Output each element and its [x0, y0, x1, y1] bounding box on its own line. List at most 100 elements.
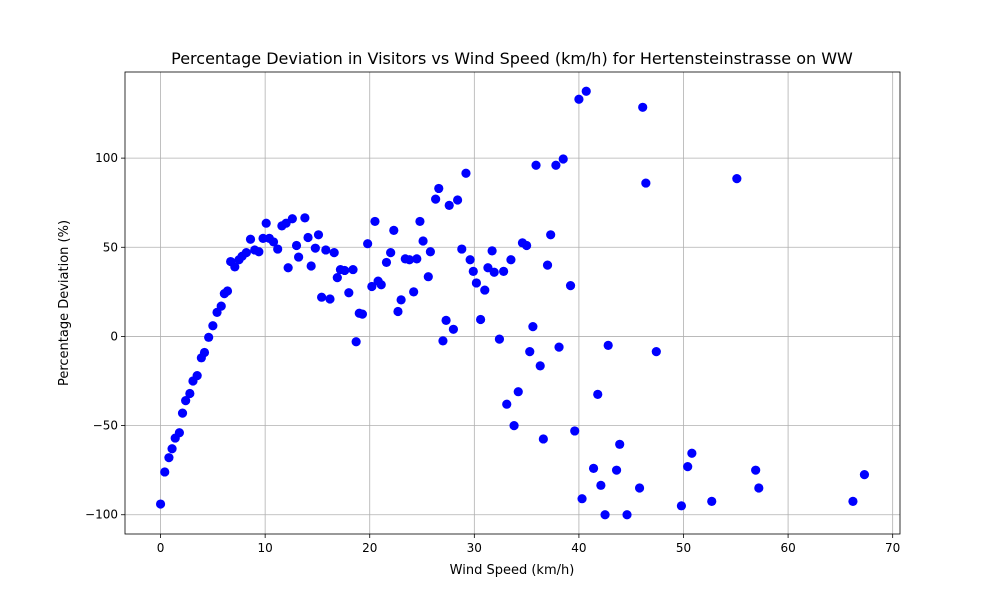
data-point	[554, 342, 564, 352]
data-point	[452, 195, 463, 205]
data-point	[577, 494, 587, 504]
data-point	[167, 444, 177, 454]
data-point	[565, 281, 576, 291]
data-point	[683, 461, 693, 472]
data-point	[241, 248, 251, 258]
x-tick-label: 60	[780, 541, 795, 555]
data-point	[732, 174, 742, 184]
data-point	[574, 94, 584, 104]
data-point	[622, 510, 632, 520]
data-point	[254, 247, 264, 257]
data-point	[425, 247, 435, 257]
x-tick-label: 10	[258, 541, 273, 555]
data-point	[294, 252, 304, 262]
data-point	[283, 263, 293, 273]
data-point	[160, 467, 170, 477]
data-point	[409, 287, 419, 297]
data-point	[546, 230, 556, 240]
data-point	[370, 216, 380, 227]
data-point	[513, 387, 523, 397]
data-point	[393, 306, 403, 317]
data-point	[418, 236, 428, 246]
data-point	[199, 347, 210, 358]
data-point	[848, 496, 858, 506]
data-point	[222, 286, 233, 296]
data-point	[487, 246, 497, 256]
data-point	[754, 483, 764, 493]
data-point	[310, 243, 320, 253]
data-point	[465, 255, 475, 265]
x-axis-label: Wind Speed (km/h)	[450, 563, 575, 578]
data-point	[687, 448, 697, 458]
data-point	[386, 248, 396, 258]
data-point	[638, 102, 648, 112]
data-point	[441, 315, 451, 325]
data-point	[300, 213, 310, 223]
data-point	[499, 266, 509, 276]
data-point	[208, 321, 218, 331]
data-point	[489, 267, 499, 277]
data-point	[261, 218, 271, 228]
data-point	[376, 280, 386, 290]
x-axis-ticks: 0 10 20 30 40 50 60 70	[157, 534, 900, 555]
data-point	[415, 216, 425, 227]
data-point	[751, 465, 761, 475]
data-point	[676, 501, 687, 511]
data-point	[306, 261, 316, 271]
data-point	[494, 334, 505, 344]
data-point	[558, 154, 568, 164]
plot-frame	[124, 71, 901, 535]
data-point	[389, 225, 399, 235]
data-point	[321, 245, 331, 255]
data-point	[535, 361, 545, 371]
x-tick-label: 20	[362, 541, 377, 555]
data-point	[155, 499, 166, 509]
data-point	[528, 322, 538, 332]
data-point	[542, 260, 553, 270]
data-point	[593, 389, 603, 399]
data-point	[570, 426, 580, 436]
data-point	[404, 255, 415, 265]
data-point	[615, 439, 625, 449]
x-tick-label: 70	[885, 541, 900, 555]
data-point	[313, 230, 324, 240]
data-point	[192, 371, 202, 381]
data-point	[273, 244, 283, 254]
data-point	[457, 244, 467, 254]
data-point	[596, 480, 606, 490]
data-point	[381, 257, 392, 268]
data-point	[707, 496, 717, 506]
data-point	[344, 288, 354, 298]
data-point	[468, 266, 478, 276]
data-point	[600, 510, 610, 520]
data-point	[551, 160, 561, 170]
data-point	[216, 301, 226, 311]
data-point	[423, 272, 433, 282]
data-point	[525, 346, 535, 357]
data-point	[177, 408, 188, 418]
data-point	[634, 483, 645, 493]
data-point	[581, 86, 591, 96]
data-point	[476, 314, 486, 325]
data-point	[531, 160, 541, 170]
y-axis-label: Percentage Deviation (%)	[57, 220, 72, 386]
y-tick-label: 50	[103, 240, 118, 254]
data-point	[611, 465, 622, 475]
data-point	[509, 420, 519, 431]
data-point	[522, 240, 532, 251]
data-point	[859, 470, 870, 480]
data-point	[303, 232, 313, 243]
data-point	[357, 309, 368, 319]
data-point	[340, 265, 350, 276]
x-tick-label: 0	[157, 541, 165, 555]
data-point	[412, 254, 422, 264]
x-tick-label: 40	[571, 541, 586, 555]
data-point	[461, 168, 471, 178]
data-point	[291, 240, 302, 251]
data-point	[434, 183, 444, 194]
data-point	[164, 453, 174, 463]
data-point	[603, 340, 613, 350]
data-point	[431, 194, 441, 204]
